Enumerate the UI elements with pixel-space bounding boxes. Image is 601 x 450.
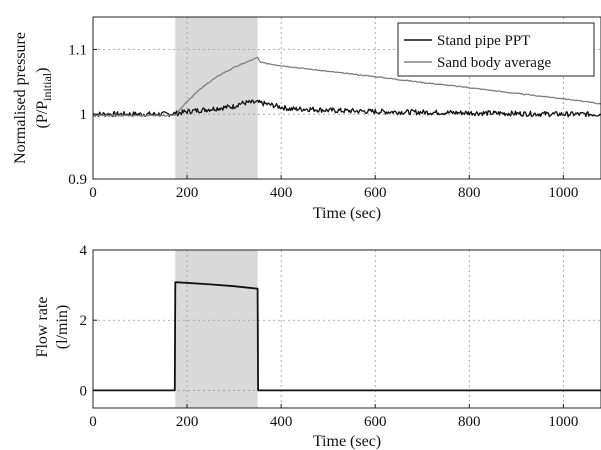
stand-pipe-ppt-line — [92, 99, 601, 118]
x-tick-label: 1000 — [548, 185, 578, 201]
flow-rate-line — [93, 281, 601, 392]
pressure-y-axis-label-line2: (P/Pinitial) — [34, 68, 54, 129]
pressure-injection-shade — [175, 17, 258, 179]
x-tick-label: 600 — [364, 414, 387, 430]
y-tick-label: 4 — [80, 243, 88, 259]
flow-plot-frame — [92, 249, 601, 409]
x-tick-label: 800 — [458, 185, 481, 201]
pressure-y-axis-label-line1: Normalised pressure — [12, 32, 29, 164]
flow-rate-chart: 0 200 400 600 800 1000 0 2 4 Time (sec) Flow ra… — [34, 243, 601, 450]
pressure-plot-frame — [92, 16, 601, 180]
x-tick-label: 400 — [270, 414, 293, 430]
legend: Stand pipe PPT Sand body average — [397, 22, 595, 77]
y-tick-label: 1 — [80, 107, 88, 123]
flow-y-axis-label-line1: Flow rate — [34, 297, 51, 358]
pressure-chart: 0 200 400 600 800 1000 0.9 1 1.1 Time (sec) Nor… — [12, 16, 601, 222]
x-tick-label: 0 — [89, 414, 97, 430]
x-tick-label: 1000 — [548, 414, 578, 430]
legend-box — [397, 22, 595, 77]
x-tick-label: 600 — [364, 185, 387, 201]
legend-label-sand-body: Sand body average — [437, 55, 551, 71]
x-tick-label: 400 — [270, 185, 293, 201]
pressure-x-axis-label: Time (sec) — [313, 205, 381, 222]
y-tick-label: 0.9 — [68, 172, 87, 188]
x-tick-label: 800 — [458, 414, 481, 430]
x-tick-label: 200 — [176, 185, 199, 201]
flow-y-axis-label-line2: (l/min) — [54, 305, 71, 349]
x-tick-label: 200 — [176, 414, 199, 430]
legend-label-stand-pipe: Stand pipe PPT — [437, 33, 530, 49]
y-tick-label: 0 — [80, 383, 88, 399]
y-tick-label: 2 — [80, 313, 88, 329]
x-tick-label: 0 — [89, 185, 97, 201]
flow-x-axis-label: Time (sec) — [313, 433, 381, 450]
y-tick-label: 1.1 — [68, 42, 87, 58]
sand-body-average-line — [92, 56, 601, 117]
flow-injection-shade — [175, 250, 258, 408]
